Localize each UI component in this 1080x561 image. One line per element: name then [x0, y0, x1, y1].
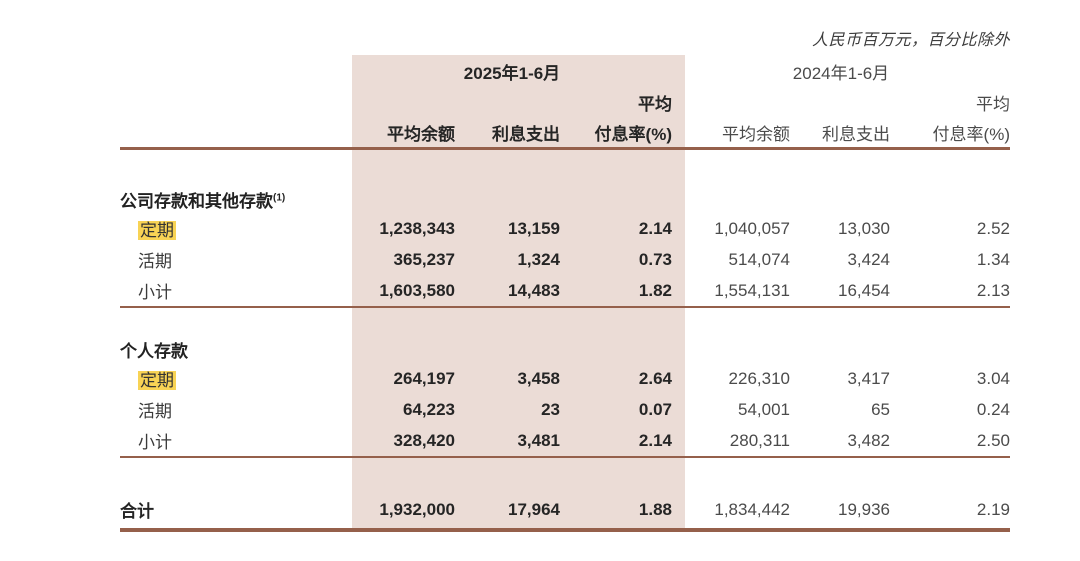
cell-avg-rate-2025: 0.73 — [638, 249, 672, 269]
col-avg-rate-2025: 付息率(%) — [594, 124, 672, 144]
cell-interest-expense-2025: 13,159 — [508, 218, 560, 238]
avg-header-row: 平均 平均 — [120, 87, 1010, 117]
cell-interest-expense-2024: 3,424 — [847, 249, 890, 269]
cell-avg-balance-2024: 54,001 — [738, 399, 790, 419]
cell-interest-expense-2024: 13,030 — [838, 218, 890, 238]
col-interest-expense-2024: 利息支出 — [822, 124, 890, 144]
period-2025-label: 2025年1-6月 — [463, 63, 561, 83]
cell-avg-balance-2024: 1,554,131 — [714, 280, 790, 300]
current-period-highlight-column — [352, 55, 685, 532]
cell-interest-expense-2024: 65 — [871, 399, 890, 419]
section-rule — [120, 456, 1010, 458]
total-row: 合计 1,932,000 17,964 1.88 1,834,442 19,93… — [120, 494, 1010, 525]
deposits-table: 2025年1-6月 2024年1-6月 平均 平均 平均余额 利息支出 付息率(… — [120, 55, 1010, 532]
units-note: 人民币百万元，百分比除外 — [811, 32, 1010, 49]
cell-avg-balance-2025: 1,932,000 — [379, 499, 455, 519]
section-title: 公司存款和其他存款(1) — [120, 192, 286, 211]
cell-interest-expense-2025: 14,483 — [508, 280, 560, 300]
row-label: 小计 — [138, 283, 172, 302]
avg-label-2024: 平均 — [976, 94, 1010, 114]
cell-avg-balance-2024: 280,311 — [729, 430, 790, 450]
table-row: 活期 365,237 1,324 0.73 514,074 3,424 1.34 — [120, 244, 1010, 275]
table-row: 活期 64,223 23 0.07 54,001 65 0.24 — [120, 394, 1010, 425]
cell-avg-balance-2024: 514,074 — [728, 249, 790, 269]
cell-avg-balance-2024: 226,310 — [728, 368, 790, 388]
section-title-row: 公司存款和其他存款(1) — [120, 186, 1010, 213]
cell-avg-rate-2024: 0.24 — [976, 399, 1010, 419]
col-avg-rate-2024: 付息率(%) — [932, 124, 1010, 144]
col-avg-balance-2024: 平均余额 — [722, 124, 790, 144]
section-title-row: 个人存款 — [120, 336, 1010, 363]
footnote-marker: (1) — [273, 192, 286, 204]
cell-avg-rate-2025: 2.14 — [638, 430, 672, 450]
avg-label-2025: 平均 — [638, 94, 672, 114]
cell-avg-balance-2025: 365,237 — [393, 249, 455, 269]
search-highlight: 定期 — [138, 371, 176, 390]
row-label: 小计 — [138, 433, 172, 452]
cell-avg-rate-2024: 2.50 — [976, 430, 1010, 450]
search-highlight: 定期 — [138, 221, 176, 240]
cell-avg-rate-2024: 1.34 — [976, 249, 1010, 269]
cell-interest-expense-2025: 1,324 — [517, 249, 560, 269]
cell-interest-expense-2025: 3,481 — [517, 430, 560, 450]
total-rule — [120, 528, 1010, 532]
cell-avg-balance-2024: 1,040,057 — [714, 218, 790, 238]
total-label: 合计 — [120, 502, 154, 521]
cell-interest-expense-2025: 17,964 — [508, 499, 560, 519]
cell-avg-rate-2025: 2.64 — [638, 368, 672, 388]
period-2024-label: 2024年1-6月 — [792, 63, 890, 83]
cell-avg-balance-2025: 1,238,343 — [379, 218, 455, 238]
header-rule — [120, 147, 1010, 150]
col-avg-balance-2025: 平均余额 — [387, 124, 455, 144]
cell-avg-rate-2024: 2.19 — [976, 499, 1010, 519]
cell-interest-expense-2025: 23 — [541, 399, 560, 419]
cell-avg-rate-2024: 2.52 — [976, 218, 1010, 238]
table-row: 定期 264,197 3,458 2.64 226,310 3,417 3.04 — [120, 363, 1010, 394]
table-row: 小计 328,420 3,481 2.14 280,311 3,482 2.50 — [120, 425, 1010, 456]
cell-interest-expense-2025: 3,458 — [517, 368, 560, 388]
cell-avg-rate-2025: 2.14 — [638, 218, 672, 238]
table-row: 定期 1,238,343 13,159 2.14 1,040,057 13,03… — [120, 213, 1010, 244]
cell-interest-expense-2024: 3,417 — [847, 368, 890, 388]
cell-avg-balance-2025: 264,197 — [393, 368, 455, 388]
col-interest-expense-2025: 利息支出 — [492, 124, 560, 144]
row-label: 定期 — [120, 366, 352, 391]
row-label: 定期 — [120, 216, 352, 241]
cell-avg-rate-2025: 1.82 — [638, 280, 672, 300]
section-title: 个人存款 — [120, 342, 188, 361]
table-row: 小计 1,603,580 14,483 1.82 1,554,131 16,45… — [120, 275, 1010, 306]
row-label: 活期 — [138, 252, 172, 271]
cell-avg-balance-2024: 1,834,442 — [714, 499, 790, 519]
row-label: 活期 — [138, 402, 172, 421]
cell-avg-balance-2025: 328,420 — [393, 430, 455, 450]
period-header-row: 2025年1-6月 2024年1-6月 — [120, 55, 1010, 87]
cell-avg-balance-2025: 1,603,580 — [379, 280, 455, 300]
section-rule — [120, 306, 1010, 308]
cell-interest-expense-2024: 19,936 — [838, 499, 890, 519]
cell-avg-balance-2025: 64,223 — [403, 399, 455, 419]
cell-interest-expense-2024: 3,482 — [847, 430, 890, 450]
cell-avg-rate-2025: 1.88 — [638, 499, 672, 519]
cell-avg-rate-2024: 3.04 — [976, 368, 1010, 388]
cell-interest-expense-2024: 16,454 — [838, 280, 890, 300]
cell-avg-rate-2025: 0.07 — [638, 399, 672, 419]
cell-avg-rate-2024: 2.13 — [976, 280, 1010, 300]
column-header-row: 平均余额 利息支出 付息率(%) 平均余额 利息支出 付息率(%) — [120, 117, 1010, 147]
